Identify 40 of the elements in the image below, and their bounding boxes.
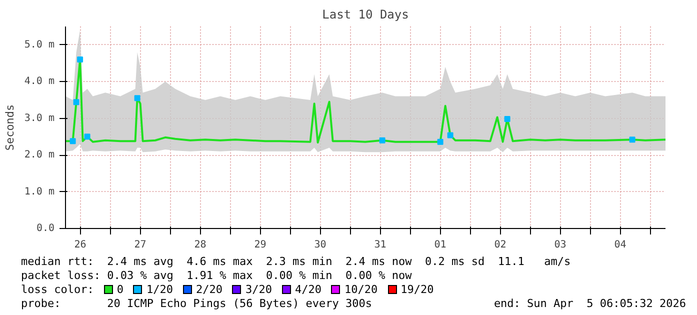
x-tick-label: 27: [134, 240, 146, 250]
point: [437, 138, 444, 145]
point: [84, 134, 90, 140]
legend-label: 19/20: [400, 283, 434, 296]
legend-label: 3/20: [245, 283, 272, 296]
point: [134, 95, 140, 102]
y-tick-label: 1.0 m: [24, 186, 55, 198]
point: [504, 116, 510, 122]
text: probe: 20 ICMP Echo Pings (56 Bytes) every 300s: [21, 297, 372, 311]
x-tick-label: 28: [194, 240, 206, 250]
point: [379, 137, 386, 144]
point: [77, 56, 84, 63]
text: packet loss: 0.03 % avg 1.91 % max 0.00 % min 0.00 % now: [21, 269, 413, 283]
legend-label: 1/20: [146, 283, 173, 296]
x-tick-label: 02: [494, 240, 506, 250]
point: [73, 99, 80, 106]
legend-title: loss color:: [21, 283, 94, 296]
x-tick-label: 03: [554, 240, 566, 250]
y-tick-label: 0.0: [36, 223, 54, 234]
legend-label: 0: [116, 283, 124, 296]
x-tick-label: 26: [74, 240, 86, 250]
y-tick-label: 3.0 m: [24, 112, 55, 124]
point: [447, 132, 454, 138]
x-tick-label: 04: [614, 240, 626, 250]
text: median rtt: 2.4 ms avg 4.6 ms max 2.3 ms min 2.4 ms now 0.2 ms sd 11.1 am/s: [21, 255, 572, 269]
x-tick-label: 30: [314, 240, 326, 250]
y-axis-title: Seconds: [3, 104, 16, 151]
text: end: Sun Apr 5 06:05:32 2026: [494, 297, 686, 311]
point: [629, 136, 636, 143]
y-tick-label: 5.0 m: [24, 39, 55, 50]
y-tick-label: 4.0 m: [24, 76, 55, 88]
chart-title: Last 10 Days: [322, 8, 409, 22]
x-tick-label: 29: [254, 240, 266, 250]
legend-label: 2/20: [196, 283, 222, 296]
x-tick-label: 01: [434, 240, 446, 250]
x-tick-label: 31: [374, 240, 386, 250]
legend-label: 10/20: [344, 283, 378, 296]
point: [70, 138, 76, 144]
legend-label: 4/20: [294, 283, 322, 296]
y-tick-label: 2.0 m: [24, 150, 55, 161]
